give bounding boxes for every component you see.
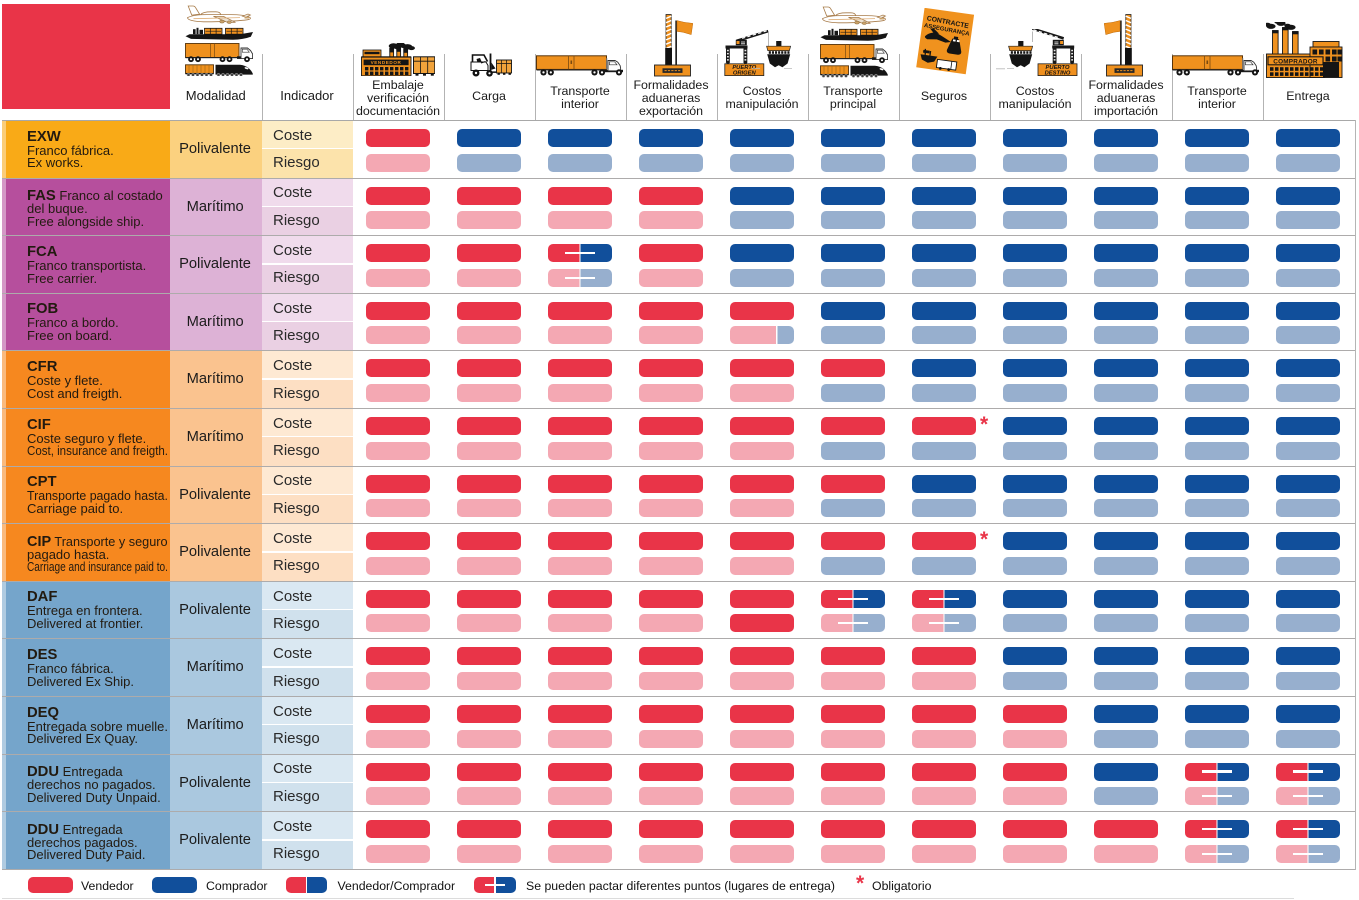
svg-text:DESTINO: DESTINO (1045, 71, 1071, 76)
svg-text:PUERTO: PUERTO (1046, 65, 1070, 71)
svg-text:COMPRADOR: COMPRADOR (1273, 58, 1318, 65)
svg-text:PUERTO: PUERTO (732, 65, 756, 71)
svg-text:VENDEDOR: VENDEDOR (371, 60, 402, 65)
svg-text:ORIGEN: ORIGEN (733, 71, 757, 76)
